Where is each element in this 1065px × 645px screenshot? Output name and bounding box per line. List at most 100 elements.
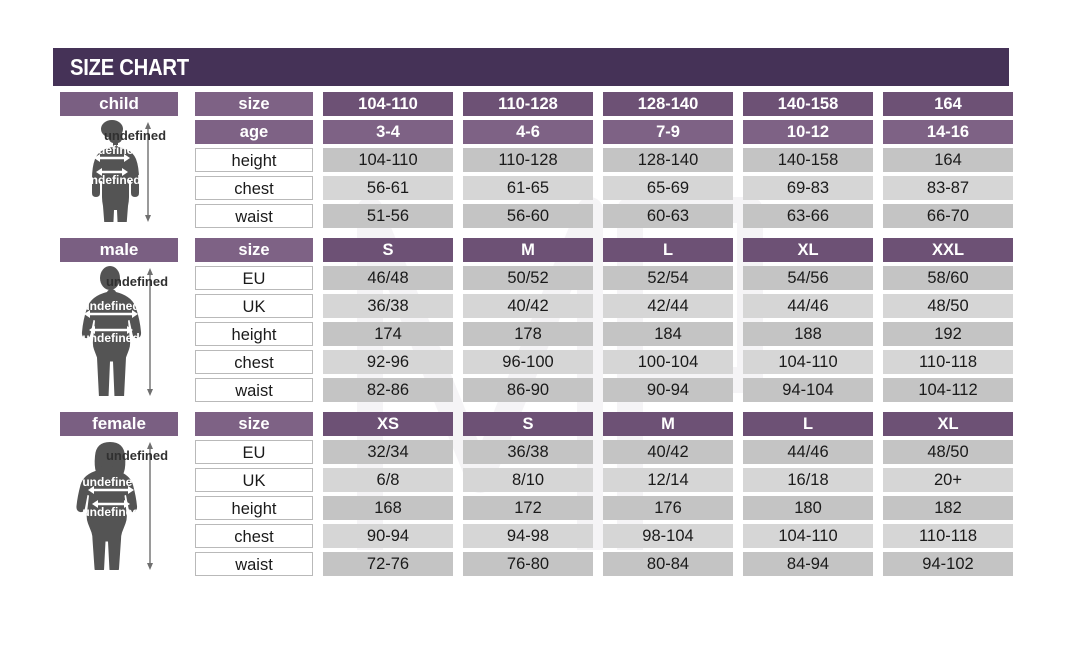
data-cell: 140-158 [743, 148, 873, 172]
data-cell: 100-104 [603, 350, 733, 374]
header-cell: XS [323, 412, 453, 436]
row-label-eu: EU [195, 440, 313, 464]
data-cell: 16/18 [743, 468, 873, 492]
svg-text:undefined: undefined [83, 143, 140, 157]
female-silhouette-icon: undefined undefined undefined [76, 442, 168, 573]
child-body-shape [92, 120, 139, 236]
data-cell: 90-94 [603, 378, 733, 402]
table-row: EU 32/34 36/38 40/42 44/46 48/50 [195, 440, 1013, 464]
row-label-size: size [195, 238, 313, 262]
svg-text:undefined: undefined [82, 475, 139, 489]
data-cell: 51-56 [323, 204, 453, 228]
header-cell: 164 [883, 92, 1013, 116]
data-cell: 192 [883, 322, 1013, 346]
table-row: size S M L XL XXL [195, 238, 1013, 262]
rows-child: size 104-110 110-128 128-140 140-158 164 age 3-… [195, 92, 1013, 232]
table-row: waist 72-76 76-80 80-84 84-94 94-102 [195, 552, 1013, 576]
data-cell: 56-60 [463, 204, 593, 228]
data-cell: 36/38 [323, 294, 453, 318]
data-cell: 84-94 [743, 552, 873, 576]
header-cell: XL [743, 238, 873, 262]
table-row: UK 36/38 40/42 42/44 44/46 48/50 [195, 294, 1013, 318]
data-cell: 110-128 [463, 148, 593, 172]
table-row: chest 56-61 61-65 65-69 69-83 83-87 [195, 176, 1013, 200]
header-cell: 104-110 [323, 92, 453, 116]
child-silhouette-icon: undefined undefined undefined [60, 120, 178, 236]
data-cell: 83-87 [883, 176, 1013, 200]
data-cell: 72-76 [323, 552, 453, 576]
size-chart: SIZE CHART child undefined undefined und… [53, 48, 1013, 580]
data-cell: 184 [603, 322, 733, 346]
data-cell: 56-61 [323, 176, 453, 200]
section-female: female undefined undefined undefined siz… [53, 412, 1013, 580]
row-label-chest: chest [195, 524, 313, 548]
data-cell: 104-112 [883, 378, 1013, 402]
row-label-waist: waist [195, 552, 313, 576]
data-cell: 44/46 [743, 294, 873, 318]
rows-female: size XS S M L XL EU 32/34 36/38 40/42 44/46 48/50 UK… [195, 412, 1013, 580]
header-cell: 4-6 [463, 120, 593, 144]
data-cell: 94-104 [743, 378, 873, 402]
sections-host: child undefined undefined undefined size… [53, 92, 1013, 580]
data-cell: 178 [463, 322, 593, 346]
section-label-male: male [60, 238, 178, 262]
header-cell: 140-158 [743, 92, 873, 116]
data-cell: 90-94 [323, 524, 453, 548]
data-cell: 82-86 [323, 378, 453, 402]
row-label-waist: waist [195, 204, 313, 228]
header-cell: L [743, 412, 873, 436]
table-row: chest 92-96 96-100 100-104 104-110 110-118 [195, 350, 1013, 374]
row-label-age: age [195, 120, 313, 144]
data-cell: 174 [323, 322, 453, 346]
data-cell: 58/60 [883, 266, 1013, 290]
data-cell: 63-66 [743, 204, 873, 228]
row-label-waist: waist [195, 378, 313, 402]
section-label-child: child [60, 92, 178, 116]
svg-text:undefined: undefined [82, 331, 139, 345]
section-label-female: female [60, 412, 178, 436]
row-label-eu: EU [195, 266, 313, 290]
row-label-size: size [195, 412, 313, 436]
table-row: size XS S M L XL [195, 412, 1013, 436]
header-cell: M [463, 238, 593, 262]
male-silhouette-icon: undefined undefined undefined [81, 266, 168, 402]
data-cell: 46/48 [323, 266, 453, 290]
data-cell: 65-69 [603, 176, 733, 200]
table-row: EU 46/48 50/52 52/54 54/56 58/60 [195, 266, 1013, 290]
svg-text:undefined: undefined [106, 274, 168, 289]
data-cell: 172 [463, 496, 593, 520]
data-cell: 48/50 [883, 440, 1013, 464]
data-cell: 40/42 [603, 440, 733, 464]
data-cell: 50/52 [463, 266, 593, 290]
table-row: age 3-4 4-6 7-9 10-12 14-16 [195, 120, 1013, 144]
data-cell: 44/46 [743, 440, 873, 464]
header-cell: 128-140 [603, 92, 733, 116]
row-label-chest: chest [195, 350, 313, 374]
table-row: UK 6/8 8/10 12/14 16/18 20+ [195, 468, 1013, 492]
data-cell: 76-80 [463, 552, 593, 576]
data-cell: 40/42 [463, 294, 593, 318]
data-cell: 168 [323, 496, 453, 520]
row-label-size: size [195, 92, 313, 116]
data-cell: 180 [743, 496, 873, 520]
female-silhouette-icon: undefined undefined undefined [60, 440, 178, 575]
row-label-uk: UK [195, 468, 313, 492]
page-title: SIZE CHART [70, 53, 189, 80]
table-row: height 104-110 110-128 128-140 140-158 164 [195, 148, 1013, 172]
data-cell: 36/38 [463, 440, 593, 464]
data-cell: 94-98 [463, 524, 593, 548]
measure-overlay: undefined undefined undefined [82, 268, 168, 396]
data-cell: 32/34 [323, 440, 453, 464]
chart-title-bar: SIZE CHART [53, 48, 1009, 86]
row-label-uk: UK [195, 294, 313, 318]
section-child: child undefined undefined undefined size… [53, 92, 1013, 236]
data-cell: 104-110 [743, 350, 873, 374]
rows-male: size S M L XL XXL EU 46/48 50/52 52/54 54/56 58/60 U… [195, 238, 1013, 406]
data-cell: 61-65 [463, 176, 593, 200]
header-cell: XL [883, 412, 1013, 436]
data-cell: 176 [603, 496, 733, 520]
table-row: size 104-110 110-128 128-140 140-158 164 [195, 92, 1013, 116]
data-cell: 164 [883, 148, 1013, 172]
table-row: height 174 178 184 188 192 [195, 322, 1013, 346]
data-cell: 20+ [883, 468, 1013, 492]
